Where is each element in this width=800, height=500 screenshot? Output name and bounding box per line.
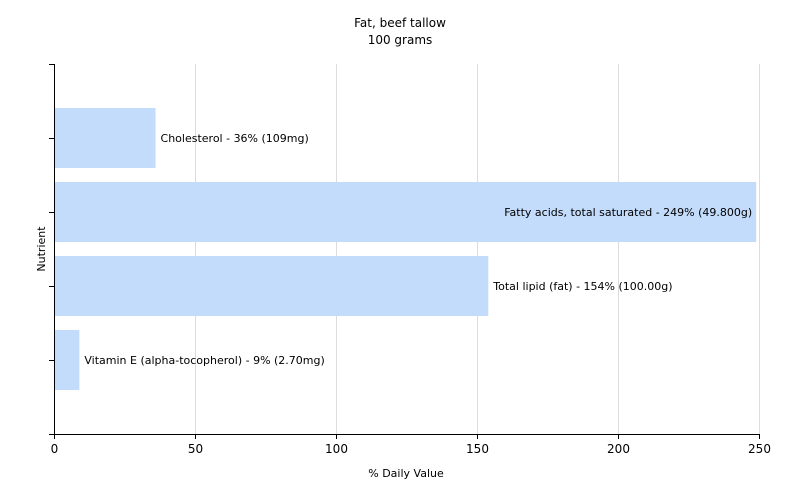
- bar-data-labels: Cholesterol - 36% (109mg) Fatty acids, to…: [84, 132, 752, 367]
- x-tick-label: 100: [325, 442, 348, 456]
- bar: [55, 256, 489, 316]
- x-axis-title: % Daily Value: [368, 467, 444, 480]
- chart-subtitle: 100 grams: [368, 33, 433, 47]
- bar-data-label: Vitamin E (alpha-tocopherol) - 9% (2.70m…: [84, 354, 324, 367]
- x-tick-label: 150: [466, 442, 489, 456]
- bar: [55, 182, 757, 242]
- gridlines: [195, 64, 760, 434]
- x-tick-label: 250: [748, 442, 771, 456]
- bar-data-label: Total lipid (fat) - 154% (100.00g): [492, 280, 672, 293]
- bar: [55, 330, 80, 390]
- bar-data-label: Fatty acids, total saturated - 249% (49.…: [504, 206, 752, 219]
- y-ticks: [49, 64, 54, 435]
- axes: [54, 64, 760, 435]
- bar: [55, 108, 156, 168]
- chart-title: Fat, beef tallow: [354, 16, 446, 30]
- x-ticks: 0 50 100 150 200 250: [51, 434, 771, 456]
- bar-data-label: Cholesterol - 36% (109mg): [161, 132, 309, 145]
- x-tick-label: 50: [188, 442, 203, 456]
- x-tick-label: 200: [607, 442, 630, 456]
- x-tick-label: 0: [51, 442, 59, 456]
- y-axis-title: Nutrient: [35, 226, 48, 272]
- chart-titles: Fat, beef tallow 100 grams: [354, 16, 446, 47]
- bars: [55, 108, 757, 390]
